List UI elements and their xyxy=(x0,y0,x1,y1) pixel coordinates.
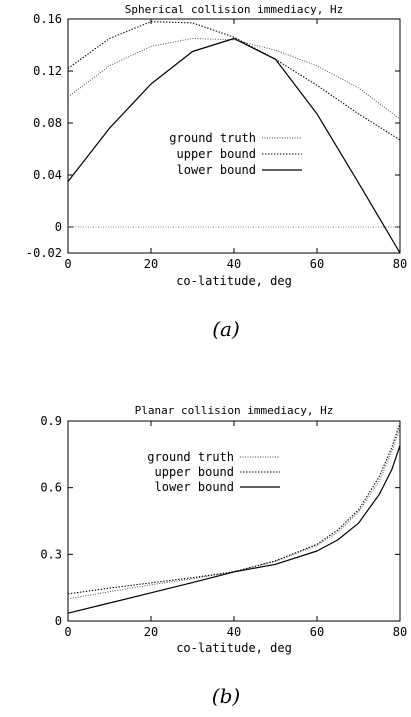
series-line-ground-truth xyxy=(67,38,401,120)
legend-label-lower-bound: lower bound xyxy=(155,480,234,494)
y-tick-label: 0.3 xyxy=(40,547,62,561)
panel-b-title: Planar collision immediacy, Hz xyxy=(135,404,334,417)
panel-a-caption: (a) xyxy=(212,317,240,341)
panel-b-axis-ticks: 0 20 40 60 80 0 0.3 0.6 0.9 xyxy=(40,414,407,639)
panel-b-series xyxy=(67,423,401,614)
x-tick-label: 60 xyxy=(310,625,324,639)
legend-label-ground-truth: ground truth xyxy=(147,450,234,464)
x-tick-label: 0 xyxy=(64,257,71,271)
y-tick-label: 0.12 xyxy=(33,64,62,78)
y-tick-label: 0.9 xyxy=(40,414,62,428)
x-tick-label: 80 xyxy=(393,257,407,271)
panel-b-x-axis-label: co-latitude, deg xyxy=(176,641,292,655)
legend-label-ground-truth: ground truth xyxy=(169,131,256,145)
panel-b-chart: Planar collision immediacy, Hz 0 20 40 60 80… xyxy=(40,404,407,708)
x-tick-label: 0 xyxy=(64,625,71,639)
y-tick-label: -0.02 xyxy=(26,246,62,260)
panel-a-x-axis-label: co-latitude, deg xyxy=(176,274,292,288)
y-tick-label: 0.08 xyxy=(33,116,62,130)
y-tick-label: 0 xyxy=(55,220,62,234)
x-tick-label: 60 xyxy=(310,257,324,271)
y-tick-label: 0.6 xyxy=(40,481,62,495)
legend-label-upper-bound: upper bound xyxy=(155,465,234,479)
panel-a-series xyxy=(67,21,401,254)
panel-a-chart: Spherical collision immediacy, Hz 0 20 40 6… xyxy=(26,3,407,341)
x-tick-label: 40 xyxy=(227,625,241,639)
series-line-lower-bound xyxy=(67,37,401,254)
series-line-upper-bound xyxy=(67,423,401,595)
panel-b-caption: (b) xyxy=(212,684,240,708)
legend-label-upper-bound: upper bound xyxy=(177,147,256,161)
series-line-ground-truth xyxy=(67,427,401,600)
y-tick-label: 0 xyxy=(55,614,62,628)
panel-b-legend: ground truth upper bound lower bound xyxy=(147,450,280,494)
panel-b-plot-frame xyxy=(67,420,401,622)
series-line-upper-bound xyxy=(67,21,401,141)
series-line-lower-bound xyxy=(67,445,401,614)
panel-a-legend: ground truth upper bound lower bound xyxy=(169,131,302,177)
y-tick-label: 0.16 xyxy=(33,12,62,26)
x-tick-label: 20 xyxy=(144,625,158,639)
x-tick-label: 80 xyxy=(393,625,407,639)
legend-label-lower-bound: lower bound xyxy=(177,163,256,177)
panel-a-title: Spherical collision immediacy, Hz xyxy=(125,3,344,16)
y-tick-label: 0.04 xyxy=(33,168,62,182)
x-tick-label: 20 xyxy=(144,257,158,271)
x-tick-label: 40 xyxy=(227,257,241,271)
